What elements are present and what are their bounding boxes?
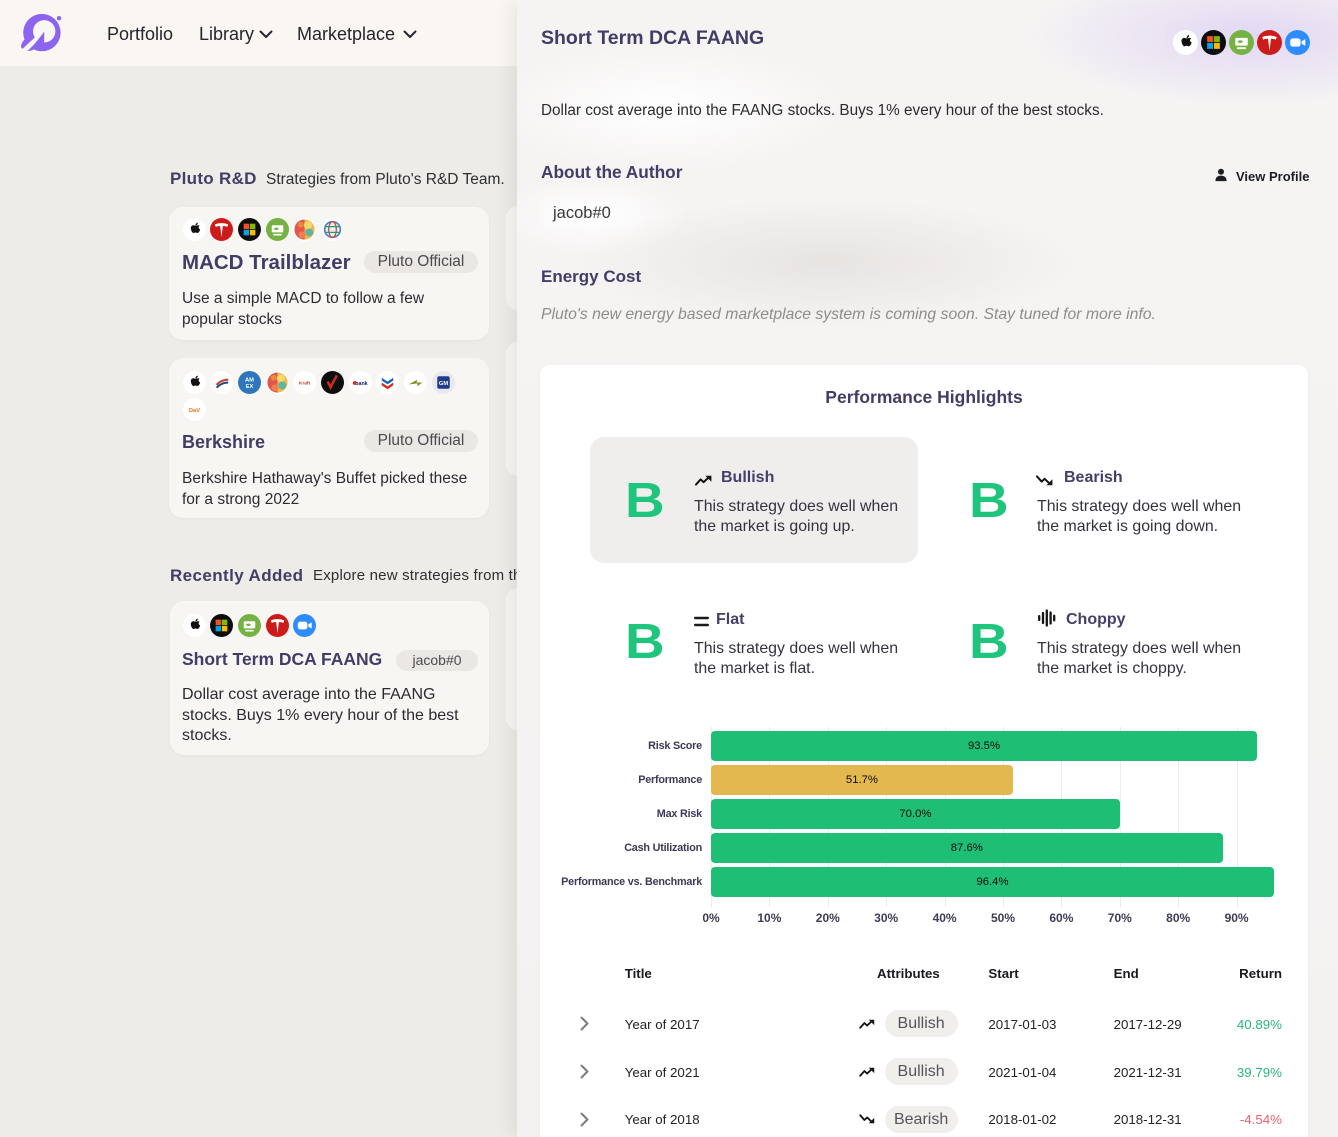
svg-text:AM: AM xyxy=(245,377,254,383)
svg-text:EX: EX xyxy=(246,384,254,390)
svg-text:Kraft: Kraft xyxy=(299,380,311,386)
svg-text:DaV: DaV xyxy=(188,408,199,414)
svg-text:GM: GM xyxy=(439,380,448,386)
svg-text:bank: bank xyxy=(355,380,367,386)
